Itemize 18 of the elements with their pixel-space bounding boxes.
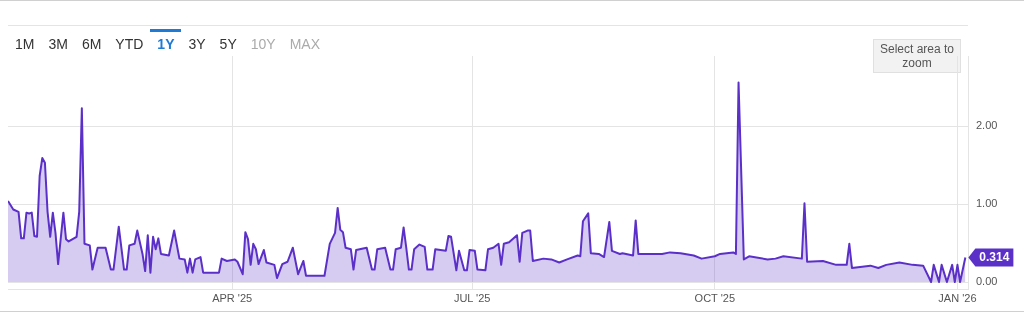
x-tick-label: APR '25 bbox=[212, 292, 253, 305]
annotation: Select area to zoom bbox=[873, 39, 961, 73]
x-tick-label: OCT '25 bbox=[694, 292, 736, 305]
y-tick-label: 2.00 bbox=[976, 119, 998, 132]
text: 1Y bbox=[150, 29, 182, 56]
y-tick-label: 1.00 bbox=[976, 197, 998, 210]
text: 3M bbox=[47, 35, 69, 54]
y-tick-label: 0.00 bbox=[976, 275, 998, 288]
x-tick-label: JAN '26 bbox=[938, 292, 977, 305]
text: 5Y bbox=[218, 35, 238, 54]
annotation: 0.314 bbox=[979, 249, 1010, 264]
text: YTD bbox=[114, 35, 145, 54]
x-tick-label: JUL '25 bbox=[453, 292, 491, 305]
text: 3Y bbox=[187, 35, 207, 54]
text: 10Y bbox=[249, 35, 277, 54]
text: 6M bbox=[80, 35, 103, 54]
text: 1M bbox=[14, 35, 36, 54]
text: MAX bbox=[288, 35, 321, 54]
